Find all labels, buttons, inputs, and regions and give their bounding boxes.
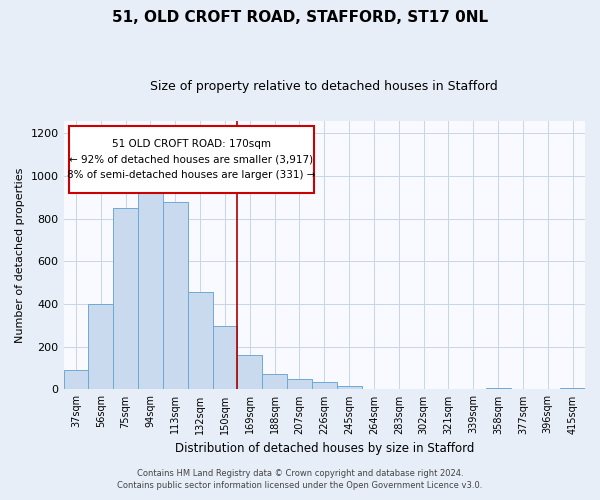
Bar bbox=[113, 208, 138, 390]
Bar bbox=[212, 326, 238, 390]
X-axis label: Distribution of detached houses by size in Stafford: Distribution of detached houses by size … bbox=[175, 442, 474, 455]
Bar bbox=[287, 379, 312, 390]
Bar bbox=[64, 370, 88, 390]
Bar bbox=[238, 356, 262, 390]
Title: Size of property relative to detached houses in Stafford: Size of property relative to detached ho… bbox=[151, 80, 498, 93]
Bar bbox=[485, 388, 511, 390]
FancyBboxPatch shape bbox=[69, 126, 314, 193]
Text: Contains HM Land Registry data © Crown copyright and database right 2024.
Contai: Contains HM Land Registry data © Crown c… bbox=[118, 468, 482, 490]
Bar bbox=[337, 386, 362, 390]
Y-axis label: Number of detached properties: Number of detached properties bbox=[15, 168, 25, 342]
Bar bbox=[163, 202, 188, 390]
Bar bbox=[138, 184, 163, 390]
Bar bbox=[560, 388, 585, 390]
Text: 51, OLD CROFT ROAD, STAFFORD, ST17 0NL: 51, OLD CROFT ROAD, STAFFORD, ST17 0NL bbox=[112, 10, 488, 25]
Bar bbox=[262, 374, 287, 390]
Bar bbox=[312, 382, 337, 390]
Bar bbox=[188, 292, 212, 390]
Text: 51 OLD CROFT ROAD: 170sqm
← 92% of detached houses are smaller (3,917)
8% of sem: 51 OLD CROFT ROAD: 170sqm ← 92% of detac… bbox=[67, 139, 316, 180]
Bar bbox=[88, 304, 113, 390]
